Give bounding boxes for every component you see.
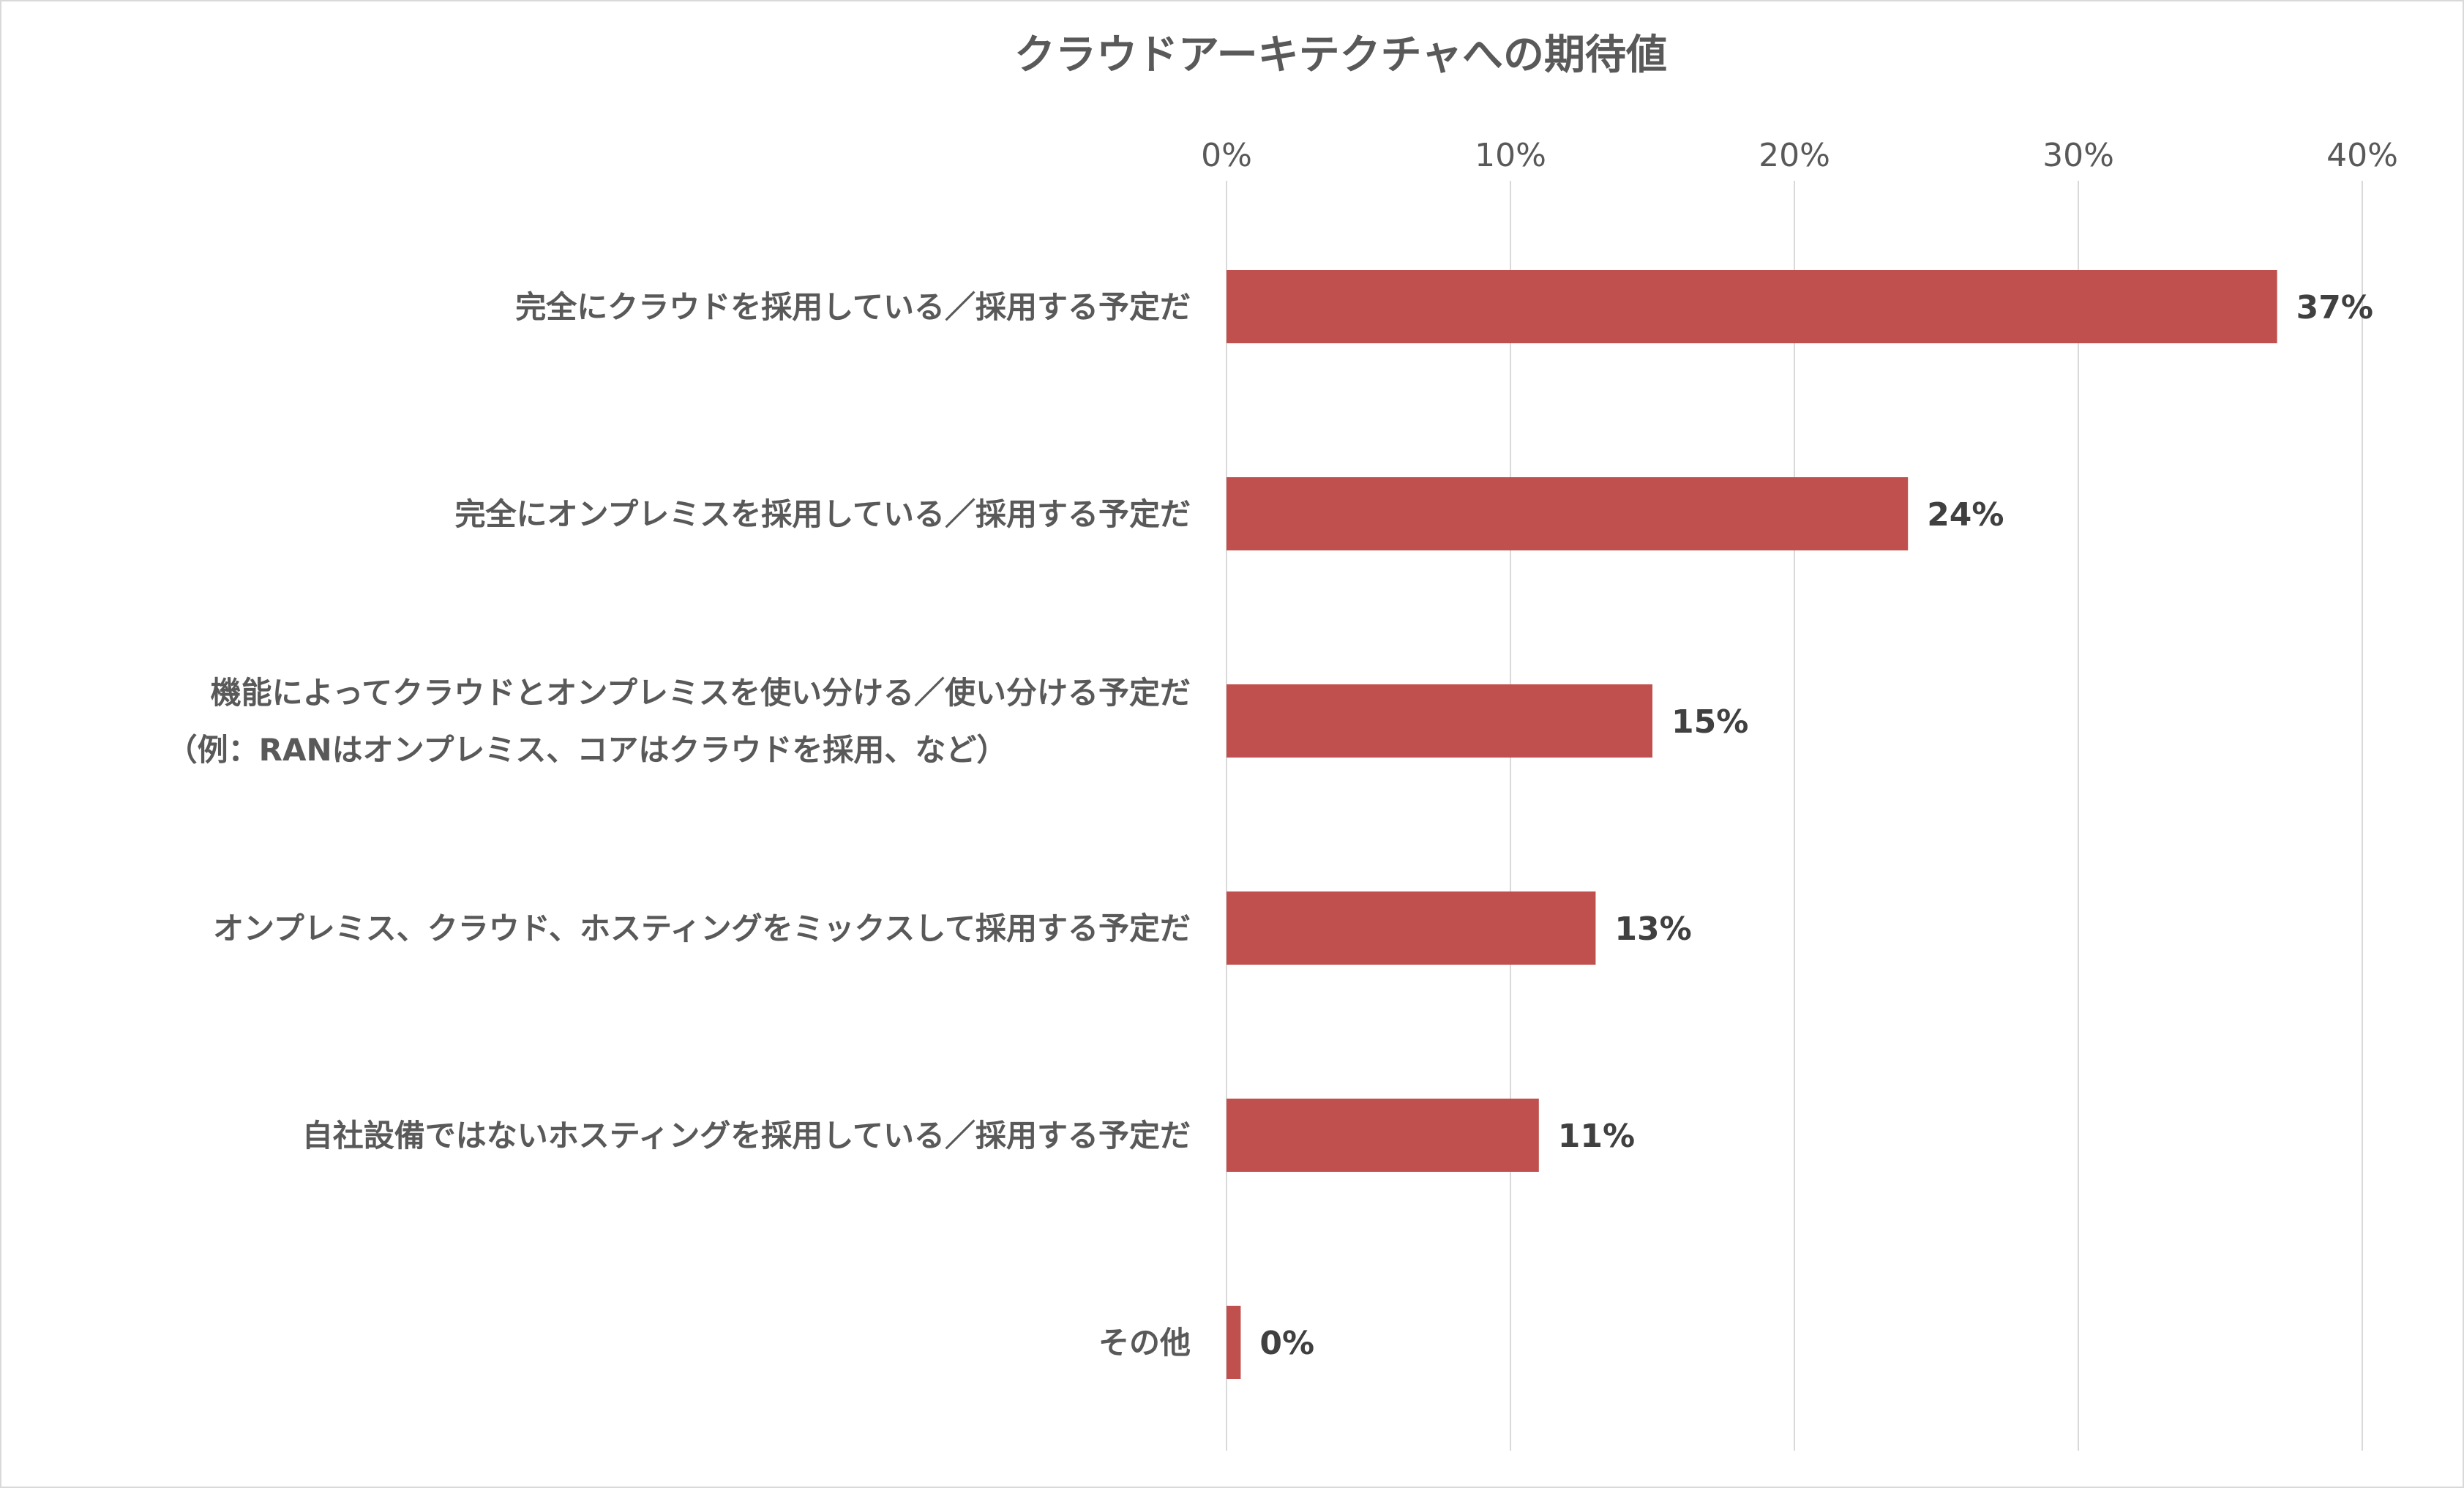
category-label: 完全にオンプレミスを採用している／採用する予定だ bbox=[455, 496, 1191, 532]
bar bbox=[1227, 477, 1909, 550]
category-label: 自社設備ではないホスティングを採用している／採用する予定だ bbox=[302, 1118, 1191, 1154]
bars bbox=[1227, 270, 2277, 1379]
x-axis-ticks: 0% 10% 20% 30% 40% bbox=[1201, 137, 2398, 174]
bar bbox=[1227, 1099, 1539, 1172]
x-tick-label: 30% bbox=[2042, 137, 2114, 174]
bar-value-label: 37% bbox=[2296, 289, 2373, 326]
chart-title: クラウドアーキテクチャへの期待値 bbox=[1014, 31, 1667, 79]
bar bbox=[1227, 1306, 1241, 1379]
category-label: オンプレミス、クラウド、ホスティングをミックスして採用する予定だ bbox=[213, 911, 1191, 946]
category-label: 機能によってクラウドとオンプレミスを使い分ける／使い分ける予定だ bbox=[211, 675, 1191, 711]
bar bbox=[1227, 891, 1596, 965]
x-tick-label: 20% bbox=[1759, 137, 1830, 174]
category-label: その他 bbox=[1098, 1325, 1191, 1361]
data-labels: 37% 24% 15% 13% 11% 0% bbox=[1259, 289, 2373, 1362]
category-label: 完全にクラウドを採用している／採用する予定だ bbox=[515, 289, 1191, 325]
category-label-note: （例：RANはオンプレミス、コアはクラウドを採用、など） bbox=[167, 732, 1008, 768]
bar-value-label: 15% bbox=[1671, 703, 1748, 741]
gridlines bbox=[1226, 181, 2363, 1451]
bar-value-label: 24% bbox=[1927, 496, 2004, 534]
bar-value-label: 13% bbox=[1614, 911, 1691, 948]
x-tick-label: 10% bbox=[1475, 137, 1546, 174]
bar-value-label: 0% bbox=[1259, 1325, 1314, 1362]
bar-value-label: 11% bbox=[1558, 1118, 1635, 1155]
category-labels: 完全にクラウドを採用している／採用する予定だ完全にオンプレミスを採用している／採… bbox=[167, 289, 1191, 1361]
x-tick-label: 40% bbox=[2326, 137, 2398, 174]
bar bbox=[1227, 684, 1652, 758]
x-tick-label: 0% bbox=[1201, 137, 1252, 174]
bar bbox=[1227, 270, 2277, 343]
